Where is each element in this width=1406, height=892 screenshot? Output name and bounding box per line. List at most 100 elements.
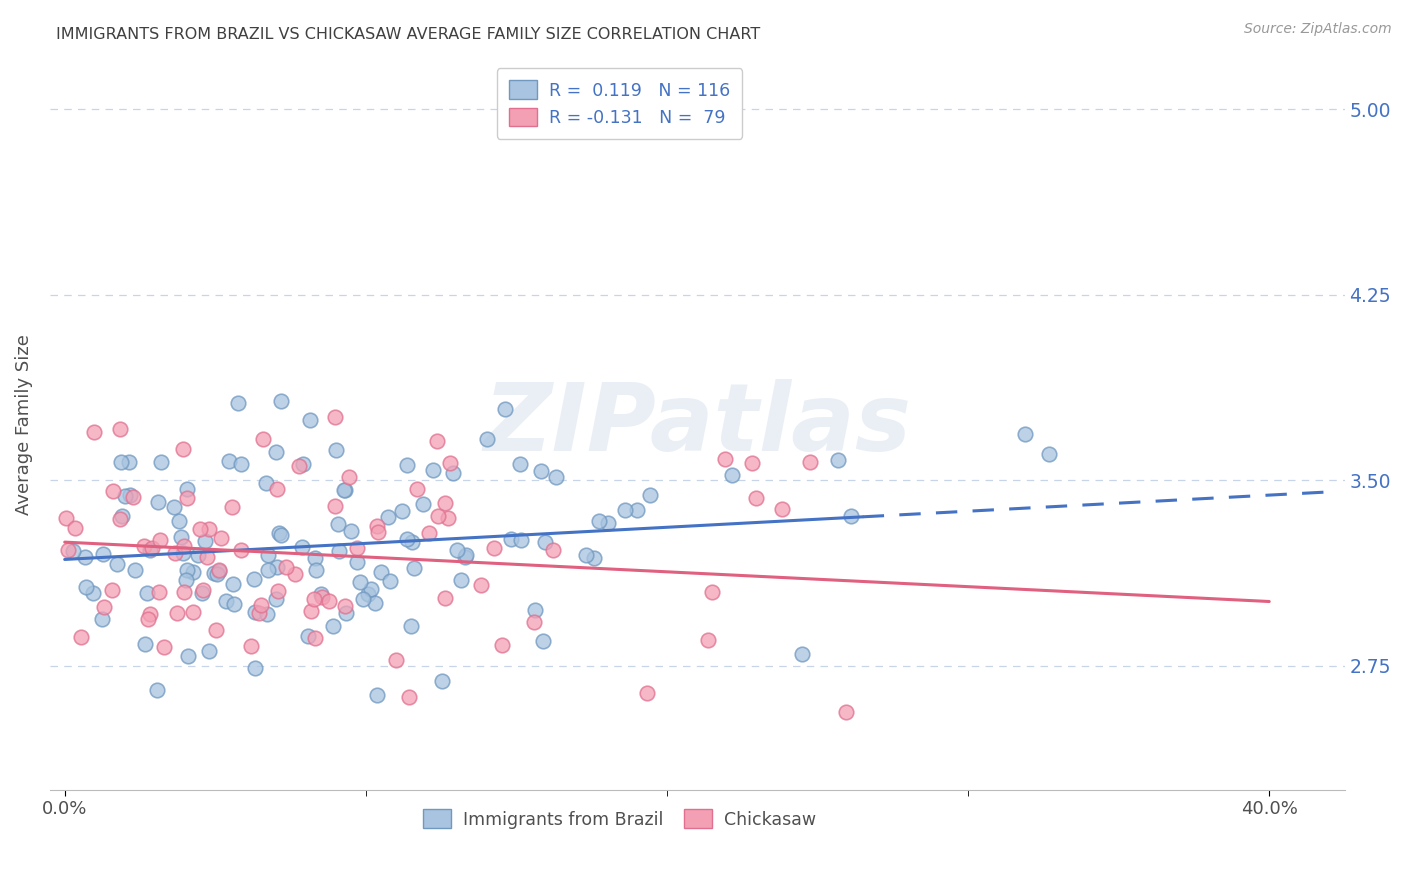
Point [391, 504, 413, 518]
Point [638, 488, 661, 502]
Point [75, 580, 97, 594]
Point [222, 577, 245, 591]
Point [118, 455, 141, 469]
Point [194, 534, 217, 549]
Point [176, 563, 198, 577]
Point [349, 575, 371, 590]
Point [335, 606, 357, 620]
Point [247, 606, 270, 620]
Text: IMMIGRANTS FROM BRAZIL VS CHICKASAW AVERAGE FAMILY SIZE CORRELATION CHART: IMMIGRANTS FROM BRAZIL VS CHICKASAW AVER… [56, 27, 761, 42]
Point [799, 455, 821, 469]
Point [139, 543, 162, 558]
Point [267, 583, 290, 598]
Point [111, 508, 134, 523]
Point [254, 476, 277, 491]
Point [172, 442, 194, 456]
Point [139, 607, 162, 621]
Point [325, 410, 347, 425]
Point [197, 643, 219, 657]
Point [91, 547, 114, 561]
Point [370, 565, 392, 579]
Point [118, 488, 141, 502]
Point [325, 442, 347, 457]
Point [226, 396, 249, 410]
Point [181, 606, 204, 620]
Point [352, 592, 374, 607]
Point [430, 673, 453, 688]
Point [148, 585, 170, 599]
Point [174, 573, 197, 587]
Point [357, 587, 380, 601]
Text: Source: ZipAtlas.com: Source: ZipAtlas.com [1244, 22, 1392, 37]
Point [541, 543, 564, 558]
Point [190, 585, 212, 599]
Point [367, 524, 389, 539]
Point [187, 549, 209, 563]
Point [205, 566, 228, 581]
Point [510, 533, 533, 547]
Point [221, 500, 243, 515]
Point [63, 521, 86, 535]
Point [56, 543, 79, 558]
Point [721, 467, 744, 482]
Point [110, 455, 132, 469]
Point [328, 517, 350, 532]
Point [176, 483, 198, 497]
Point [456, 548, 478, 562]
Point [202, 566, 225, 580]
Point [412, 498, 434, 512]
Point [209, 531, 232, 545]
Point [422, 463, 444, 477]
Point [55, 510, 77, 524]
Point [302, 591, 325, 606]
Point [229, 543, 252, 558]
Point [172, 546, 194, 560]
Point [299, 412, 322, 426]
Point [741, 456, 763, 470]
Point [454, 549, 477, 564]
Point [291, 540, 314, 554]
Point [401, 534, 423, 549]
Point [167, 515, 190, 529]
Point [337, 469, 360, 483]
Point [309, 586, 332, 600]
Point [530, 464, 553, 478]
Point [1038, 447, 1060, 461]
Point [311, 590, 333, 604]
Point [305, 563, 328, 577]
Point [242, 573, 264, 587]
Point [509, 457, 531, 471]
Point [229, 457, 252, 471]
Point [588, 514, 610, 528]
Point [257, 549, 280, 563]
Point [136, 586, 159, 600]
Point [122, 490, 145, 504]
Point [437, 511, 460, 525]
Point [401, 618, 423, 632]
Point [418, 525, 440, 540]
Point [546, 470, 568, 484]
Point [323, 499, 346, 513]
Point [170, 530, 193, 544]
Point [396, 532, 419, 546]
Point [426, 434, 449, 448]
Point [790, 648, 813, 662]
Point [482, 541, 505, 555]
Point [173, 585, 195, 599]
Point [110, 512, 132, 526]
Point [835, 706, 858, 720]
Point [62, 544, 84, 558]
Point [145, 683, 167, 698]
Point [101, 582, 124, 597]
Point [299, 603, 322, 617]
Point [450, 573, 472, 587]
Point [257, 563, 280, 577]
Point [439, 456, 461, 470]
Point [582, 551, 605, 566]
Point [274, 560, 297, 574]
Point [132, 539, 155, 553]
Point [523, 615, 546, 630]
Point [149, 533, 172, 547]
Point [614, 503, 637, 517]
Point [181, 565, 204, 579]
